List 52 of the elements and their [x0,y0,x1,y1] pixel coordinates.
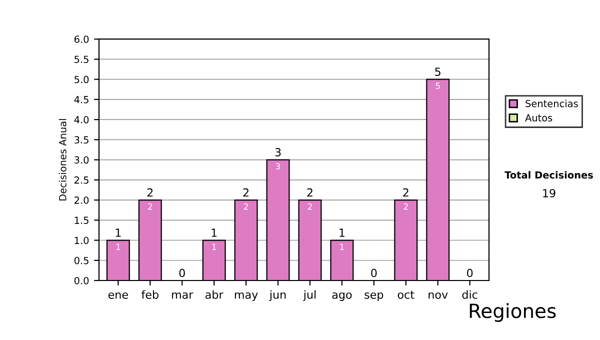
data-label: 1 [212,244,216,250]
total-label: 3 [275,148,281,156]
x-tick-label: jul [303,290,316,301]
total-label: 5 [435,68,440,76]
text: 2.0 [74,196,89,204]
x-tick-label: oct [398,290,414,299]
text: 3.0 [74,156,89,164]
text: 19 [543,188,556,198]
data-label: 1 [116,244,120,250]
data-label: 2 [404,203,408,210]
y-axis-title: Decisiones Anual [58,119,66,200]
total-label: 2 [243,188,248,197]
text: Total Decisiones [504,171,593,179]
total-label: 2 [147,188,153,197]
total-label: 0 [371,268,377,278]
legend-label: Sentencias [526,100,578,108]
total-label: 2 [307,188,312,197]
text: 4.5 [74,96,88,104]
text: 1.5 [74,216,88,224]
text: 1.0 [74,236,89,244]
x-tick-label: mar [172,292,194,299]
x-tick-label: abr [206,290,224,299]
total-label: 0 [179,268,185,278]
text: Regiones [470,303,556,322]
data-label: 2 [308,203,312,210]
x-tick-label: ago [332,292,352,301]
x-tick-label: may [234,292,258,301]
total-label: 1 [116,228,121,237]
text: 0.5 [74,256,88,264]
legend-label: Autos [525,114,552,122]
data-label: 1 [340,244,344,250]
total-label: 1 [212,228,217,237]
x-tick-label: sep [364,292,384,301]
total-label: 1 [340,228,344,237]
text: 6.0 [74,36,89,43]
data-label: 2 [244,203,248,210]
text: 3.5 [74,136,88,144]
text: 4.0 [74,116,89,124]
x-tick-label: nov [428,292,448,299]
data-label: 2 [148,203,152,210]
x-tick-label: feb [142,290,158,299]
text: 5.5 [74,56,88,64]
x-tick-label: ene [108,292,128,299]
x-tick-label: jun [269,290,286,301]
total-label: 0 [467,268,473,278]
data-label: 5 [436,82,440,90]
total-label: 2 [403,188,408,197]
data-label: 3 [276,163,280,170]
text: 0.0 [74,276,89,284]
x-tick-label: dic [462,290,478,299]
text: 2.5 [74,176,88,184]
text: 5.0 [74,76,89,84]
